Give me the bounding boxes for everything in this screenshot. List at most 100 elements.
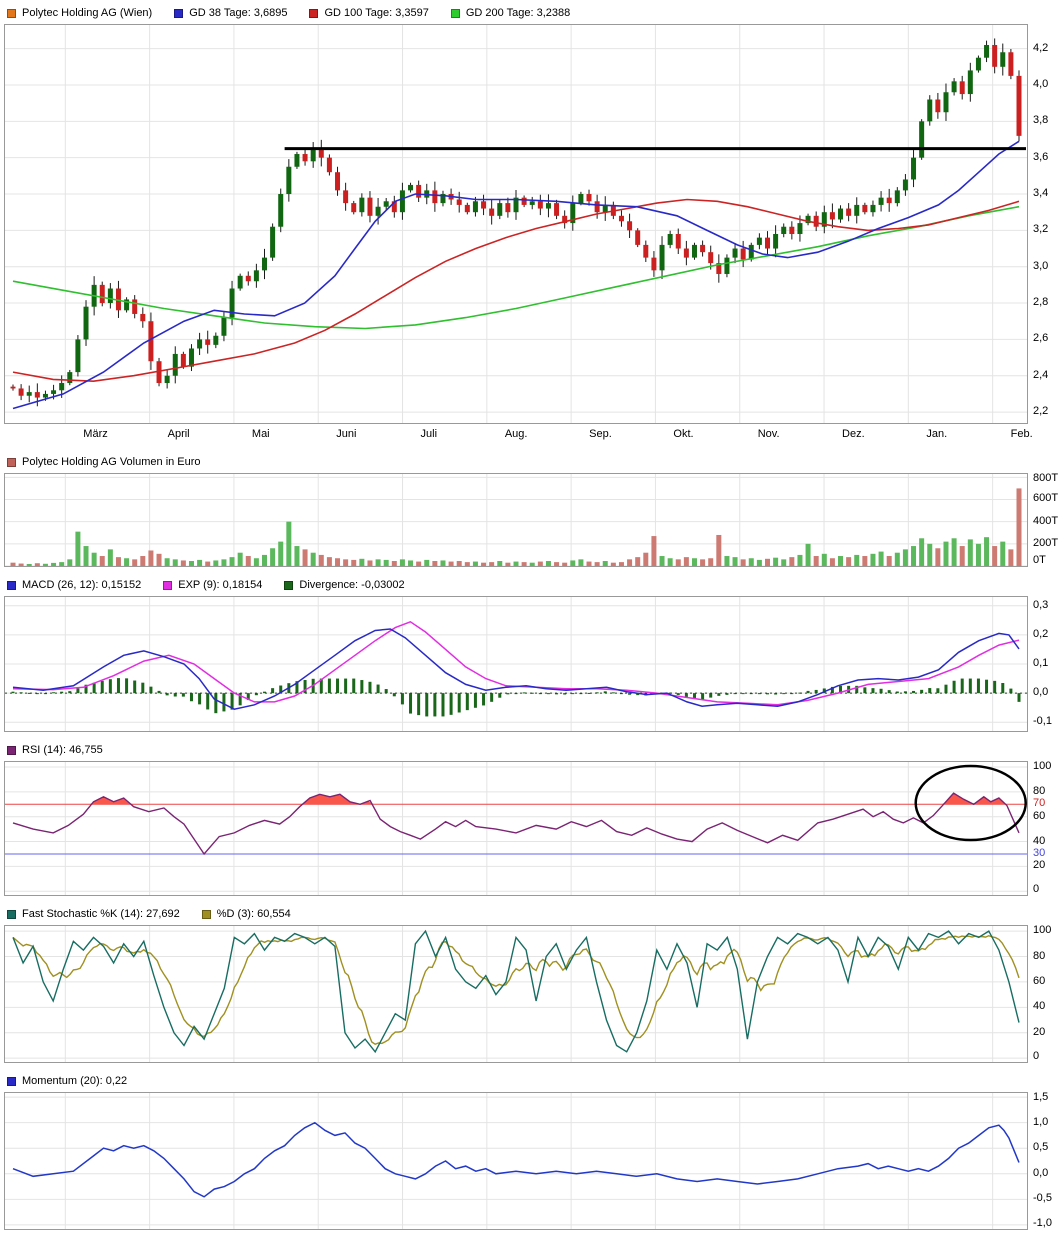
y-axis-label: 3,2 [1033, 223, 1049, 236]
y-axis-label: 2,6 [1033, 332, 1049, 345]
y-axis-label: 60 [1033, 809, 1046, 822]
y-axis-label: -0,5 [1033, 1192, 1052, 1205]
stochastic-d-line [12, 934, 1020, 1045]
legend-label: Polytec Holding AG Volumen in Euro [22, 456, 201, 468]
y-axis-label: 200T [1033, 536, 1059, 549]
legend-label: GD 38 Tage: 3,6895 [189, 7, 288, 19]
rsi-plot [4, 761, 1028, 896]
y-axis-label: 30 [1033, 846, 1046, 859]
y-axis-label: 0,0 [1033, 686, 1049, 699]
gd38-line [12, 140, 1020, 410]
y-axis-label: 80 [1033, 784, 1046, 797]
legend-label: GD 100 Tage: 3,3597 [324, 7, 429, 19]
exp-signal-line [12, 620, 1020, 706]
legend-item: Momentum (20): 0,22 [7, 1075, 127, 1087]
y-axis-label: 2,8 [1033, 296, 1049, 309]
macd-swatch [7, 580, 16, 590]
volume-plot [4, 473, 1028, 567]
gd100-line [12, 198, 1020, 383]
legend-item: RSI (14): 46,755 [7, 744, 103, 756]
legend-label: Fast Stochastic %K (14): 27,692 [22, 908, 180, 920]
y-axis-label: 600T [1033, 492, 1059, 505]
macd-chart-svg [5, 597, 1027, 731]
gridlines [5, 597, 1027, 731]
y-axis-label: -0,1 [1033, 715, 1052, 728]
gridlines [5, 474, 1027, 566]
y-axis-label: 3,6 [1033, 150, 1049, 163]
y-axis-label: 60 [1033, 974, 1046, 987]
y-axis-label: 3,0 [1033, 259, 1049, 272]
instrument-swatch [7, 8, 16, 18]
x-axis-label: Nov. [757, 428, 780, 440]
y-axis-label: 40 [1033, 834, 1046, 847]
legend-item: GD 38 Tage: 3,6895 [174, 7, 287, 19]
legend-label: MACD (26, 12): 0,15152 [22, 579, 142, 591]
y-axis-label: 4,2 [1033, 41, 1049, 54]
y-axis-label: 0 [1033, 1050, 1040, 1062]
gd100-swatch [309, 8, 319, 18]
x-axis-months: März April Mai Juni Juli Aug. Sep. Okt. Nov. Dez.… [4, 424, 1064, 444]
legend-item: GD 200 Tage: 3,2388 [450, 7, 571, 19]
y-axis-label: 70 [1033, 797, 1046, 810]
x-axis-label: Juli [420, 428, 438, 440]
y-axis-label: 0,0 [1033, 1166, 1049, 1179]
x-axis-label: Okt. [673, 428, 694, 440]
stochastic-d-swatch [201, 909, 211, 919]
rsi-chart-svg [5, 762, 1027, 895]
x-axis-label: Mai [251, 428, 270, 440]
momentum-panel: 1,5 1,0 0,5 0,0 -0,5 -1,0 [4, 1091, 1064, 1230]
momentum-chart-svg [5, 1093, 1027, 1229]
overbought-fill [13, 794, 1019, 805]
volume-panel: 800T 600T 400T 200T 0T [4, 472, 1064, 567]
stochastic-k-swatch [7, 909, 16, 919]
legend-label: Momentum (20): 0,22 [22, 1075, 128, 1087]
x-axis-label: April [167, 428, 190, 440]
macd-plot [4, 596, 1028, 732]
y-axis-label: 3,8 [1033, 114, 1049, 127]
y-axis-label: 4,0 [1033, 77, 1049, 90]
x-axis-label: Sep. [589, 428, 612, 440]
rsi-swatch [7, 745, 16, 755]
y-axis-label: 3,4 [1033, 187, 1049, 199]
y-axis-label: 100 [1033, 760, 1052, 772]
gridlines [5, 926, 1027, 1062]
legend-label: %D (3): 60,554 [216, 908, 291, 920]
divergence-swatch [284, 580, 294, 590]
y-axis-label: 80 [1033, 949, 1046, 962]
stochastic-y-axis: 100 80 60 40 20 0 [1028, 924, 1064, 1062]
macd-y-axis: 0,3 0,2 0,1 0,0 -0,1 [1028, 596, 1064, 730]
legend-label: Polytec Holding AG (Wien) [22, 7, 153, 19]
x-axis-label: März [83, 428, 108, 440]
gridlines [5, 25, 1027, 423]
momentum-line [12, 1121, 1020, 1198]
x-axis-label: Dez. [842, 428, 865, 440]
x-axis-label: Jan. [926, 428, 948, 440]
y-axis-label: 800T [1033, 472, 1059, 484]
legend-item: Divergence: -0,03002 [284, 579, 405, 591]
price-panel: 4,2 4,0 3,8 3,6 3,4 3,2 3,0 2,8 2,6 2,4 2,2 [4, 24, 1064, 424]
stochastic-chart-svg [5, 926, 1027, 1062]
candlesticks [10, 38, 1022, 407]
legend-item: EXP (9): 0,18154 [163, 579, 262, 591]
rsi-legend: RSI (14): 46,755 [4, 739, 1064, 761]
volume-chart-svg [5, 474, 1027, 566]
y-axis-label: 0T [1033, 554, 1046, 566]
momentum-legend: Momentum (20): 0,22 [4, 1070, 1064, 1092]
y-axis-label: 0 [1033, 883, 1040, 895]
legend-item: GD 100 Tage: 3,3597 [309, 7, 429, 19]
y-axis-label: 1,0 [1033, 1115, 1049, 1128]
divergence-histogram [11, 678, 1021, 717]
x-axis-label: Feb. [1010, 428, 1033, 440]
y-axis-label: 0,2 [1033, 627, 1049, 640]
y-axis-label: 400T [1033, 514, 1059, 527]
stochastic-plot [4, 925, 1028, 1063]
legend-label: RSI (14): 46,755 [22, 744, 103, 756]
momentum-plot [4, 1092, 1028, 1230]
price-legend: Polytec Holding AG (Wien) GD 38 Tage: 3,… [4, 2, 1064, 24]
legend-label: GD 200 Tage: 3,2388 [465, 7, 571, 19]
legend-label: EXP (9): 0,18154 [178, 579, 263, 591]
gridlines [5, 1093, 1027, 1229]
y-axis-label: 2,4 [1033, 368, 1049, 381]
gridlines [5, 762, 1027, 895]
